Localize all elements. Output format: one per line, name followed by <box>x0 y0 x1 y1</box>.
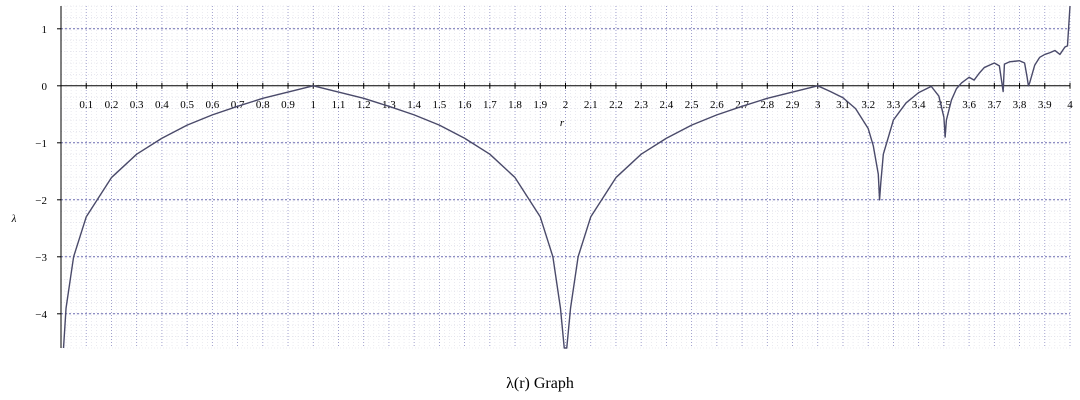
x-tick-label: 0.2 <box>105 99 119 111</box>
x-axis-label: r <box>560 117 565 129</box>
x-tick-label: 2.5 <box>685 99 699 111</box>
y-tick-label: −3 <box>35 252 47 264</box>
x-tick-label: 1.5 <box>433 99 447 111</box>
x-tick-label: 4 <box>1067 99 1073 111</box>
x-tick-label: 3.8 <box>1013 99 1027 111</box>
grid <box>60 5 1071 349</box>
x-tick-label: 3.2 <box>861 99 875 111</box>
x-tick-label: 0.1 <box>79 99 93 111</box>
x-tick-label: 2.3 <box>634 99 648 111</box>
x-tick-label: 3.6 <box>962 99 976 111</box>
x-tick-label: 3 <box>815 99 821 111</box>
x-tick-label: 0.3 <box>130 99 144 111</box>
x-tick-label: 0.5 <box>180 99 194 111</box>
x-tick-label: 1.1 <box>332 99 346 111</box>
x-tick-label: 2.9 <box>786 99 800 111</box>
x-tick-label: 3.3 <box>887 99 901 111</box>
x-tick-label: 1.8 <box>508 99 522 111</box>
y-tick-label: 1 <box>42 24 48 36</box>
x-tick-label: 3.1 <box>836 99 850 111</box>
x-tick-label: 1.2 <box>357 99 371 111</box>
x-tick-label: 3.7 <box>987 99 1001 111</box>
x-tick-label: 2.1 <box>584 99 598 111</box>
x-tick-label: 0.9 <box>281 99 295 111</box>
x-tick-label: 1.4 <box>407 99 421 111</box>
x-tick-label: 1.9 <box>533 99 547 111</box>
x-tick-label: 2.4 <box>660 99 674 111</box>
x-tick-label: 2.6 <box>710 99 724 111</box>
y-tick-label: −1 <box>35 138 47 150</box>
x-tick-label: 3.9 <box>1038 99 1052 111</box>
x-tick-label: 0.8 <box>256 99 270 111</box>
x-tick-label: 1 <box>311 99 317 111</box>
x-tick-label: 2.8 <box>760 99 774 111</box>
x-tick-label: 2.2 <box>609 99 623 111</box>
y-axis-label: λ <box>11 213 17 225</box>
y-tick-label: −4 <box>35 309 47 321</box>
x-tick-label: 1.7 <box>483 99 497 111</box>
x-tick-label: 0.4 <box>155 99 169 111</box>
y-tick-label: −2 <box>35 195 47 207</box>
x-tick-label: 0.6 <box>205 99 219 111</box>
y-tick-label: 0 <box>42 81 48 93</box>
series-line <box>62 5 1071 349</box>
x-tick-label: 1.6 <box>458 99 472 111</box>
x-tick-label: 3.4 <box>912 99 926 111</box>
ticks: 0.1 0.2 0.3 0.4 0.5 0.6 0.7 0.8 0.9 1 1.1 1.2 1.3 1.4… <box>35 24 1073 321</box>
chart-title: λ(r) Graph <box>506 375 574 392</box>
x-tick-label: 2 <box>563 99 569 111</box>
series <box>62 5 1071 349</box>
